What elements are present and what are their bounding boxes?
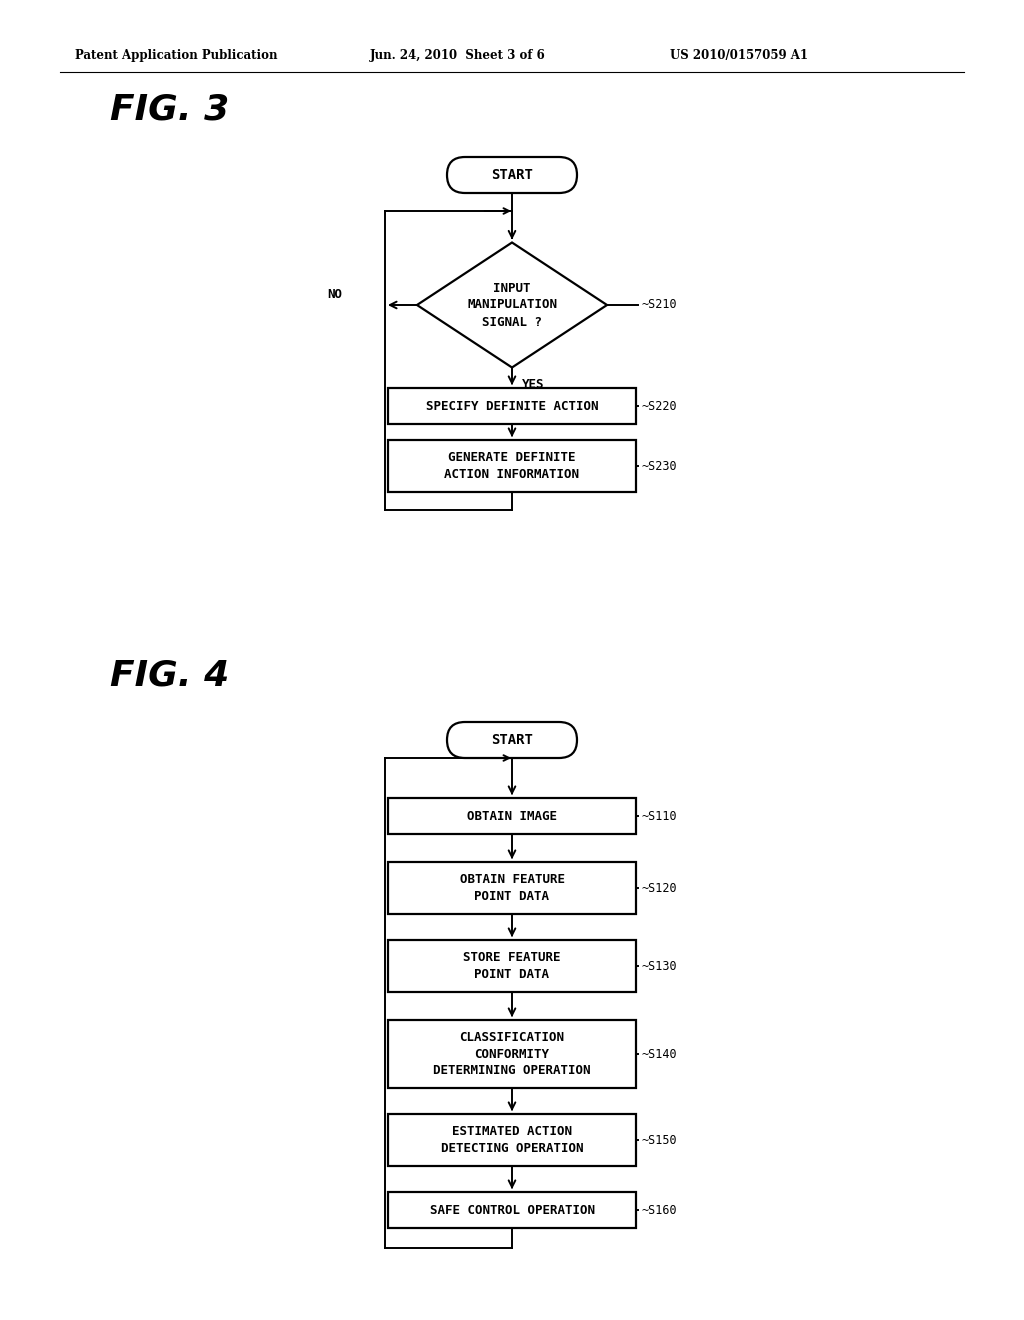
Text: SPECIFY DEFINITE ACTION: SPECIFY DEFINITE ACTION: [426, 400, 598, 412]
Bar: [388, 1020, 636, 1088]
Text: CLASSIFICATION
CONFORMITY
DETERMINING OPERATION: CLASSIFICATION CONFORMITY DETERMINING OP…: [433, 1031, 591, 1077]
Text: ~S120: ~S120: [642, 882, 678, 895]
Text: ~S210: ~S210: [642, 298, 678, 312]
Text: OBTAIN FEATURE
POINT DATA: OBTAIN FEATURE POINT DATA: [460, 874, 564, 903]
Text: ~S140: ~S140: [642, 1048, 678, 1060]
Text: GENERATE DEFINITE
ACTION INFORMATION: GENERATE DEFINITE ACTION INFORMATION: [444, 451, 580, 480]
Text: START: START: [492, 733, 532, 747]
Text: Patent Application Publication: Patent Application Publication: [75, 49, 278, 62]
Text: ~S130: ~S130: [642, 960, 678, 973]
Text: FIG. 4: FIG. 4: [110, 657, 229, 692]
Text: ESTIMATED ACTION
DETECTING OPERATION: ESTIMATED ACTION DETECTING OPERATION: [440, 1125, 584, 1155]
Text: ~S230: ~S230: [642, 459, 678, 473]
Text: ~S220: ~S220: [642, 400, 678, 412]
Polygon shape: [417, 243, 607, 367]
Text: US 2010/0157059 A1: US 2010/0157059 A1: [670, 49, 808, 62]
Text: OBTAIN IMAGE: OBTAIN IMAGE: [467, 809, 557, 822]
Bar: [388, 940, 636, 993]
Text: STORE FEATURE
POINT DATA: STORE FEATURE POINT DATA: [463, 952, 561, 981]
Text: NO: NO: [328, 289, 342, 301]
FancyBboxPatch shape: [447, 157, 577, 193]
Text: START: START: [492, 168, 532, 182]
FancyBboxPatch shape: [447, 722, 577, 758]
Bar: [388, 862, 636, 913]
Text: ~S160: ~S160: [642, 1204, 678, 1217]
Bar: [388, 1192, 636, 1228]
Bar: [388, 799, 636, 834]
Text: Jun. 24, 2010  Sheet 3 of 6: Jun. 24, 2010 Sheet 3 of 6: [370, 49, 546, 62]
Text: SAFE CONTROL OPERATION: SAFE CONTROL OPERATION: [429, 1204, 595, 1217]
Bar: [388, 440, 636, 492]
Text: ~S150: ~S150: [642, 1134, 678, 1147]
Text: YES: YES: [522, 378, 545, 391]
Bar: [388, 1114, 636, 1166]
Text: INPUT
MANIPULATION
SIGNAL ?: INPUT MANIPULATION SIGNAL ?: [467, 281, 557, 329]
Text: ~S110: ~S110: [642, 809, 678, 822]
Text: FIG. 3: FIG. 3: [110, 92, 229, 127]
Bar: [388, 388, 636, 424]
